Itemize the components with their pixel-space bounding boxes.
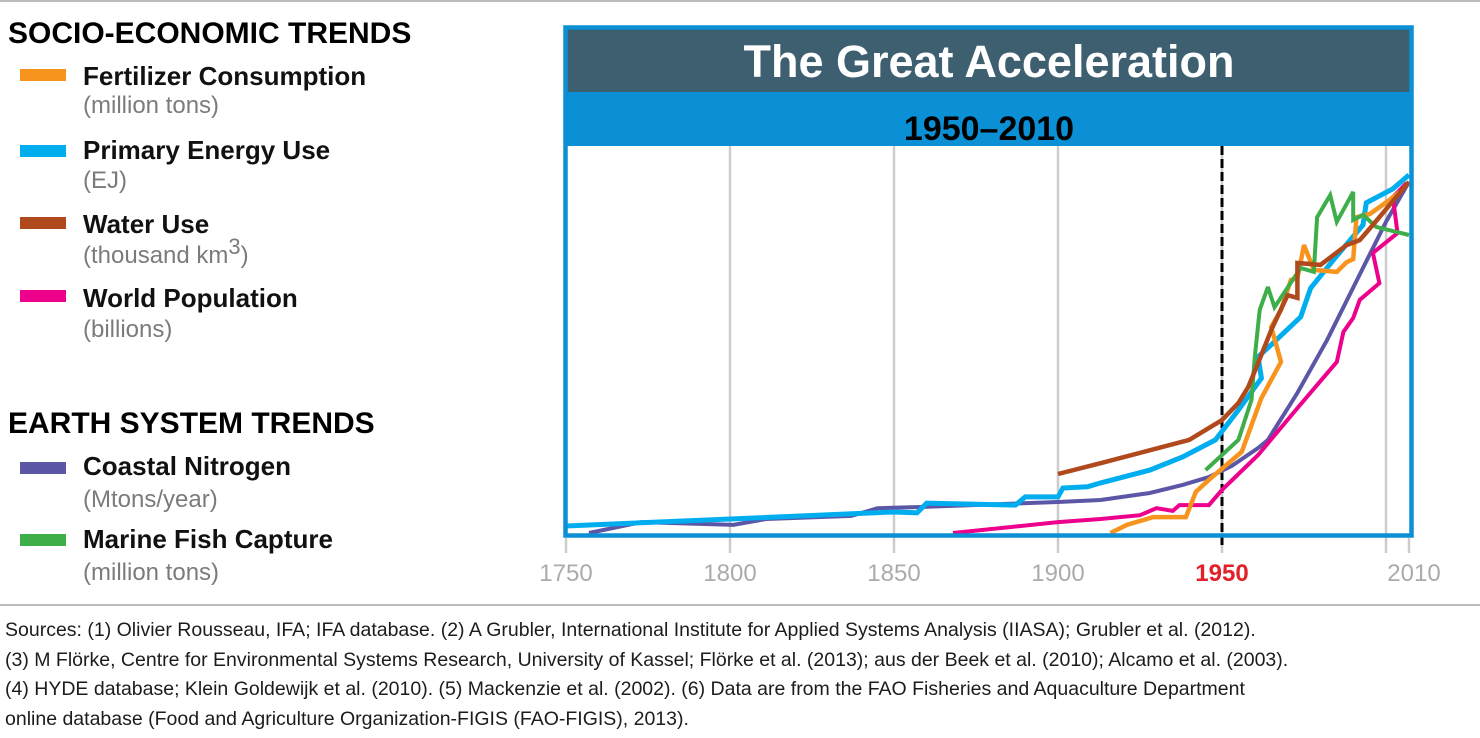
- legend: SOCIO-ECONOMIC TRENDS Fertilizer Consump…: [8, 17, 411, 586]
- legend-swatch-water: [20, 217, 66, 229]
- legend-group-title-socio-economic: SOCIO-ECONOMIC TRENDS: [8, 17, 411, 50]
- legend-unit: (EJ): [83, 167, 127, 194]
- legend-swatch-energy: [20, 145, 66, 157]
- x-tick-label: 1750: [539, 560, 592, 587]
- legend-label: Fertilizer Consumption: [83, 61, 366, 91]
- sources-line: (4) HYDE database; Klein Goldewijk et al…: [5, 678, 1245, 701]
- series-line-marine-fish-capture: [1204, 189, 1410, 472]
- legend-unit: (thousand km3): [83, 234, 249, 269]
- legend-item-fertilizer-consumption: Fertilizer Consumption (million tons): [20, 61, 366, 119]
- x-tick-label: 1800: [703, 560, 756, 587]
- legend-label: Marine Fish Capture: [83, 524, 333, 554]
- legend-unit: (Mtons/year): [83, 486, 218, 513]
- title-band: [566, 28, 1412, 92]
- footer-divider: [0, 604, 1480, 606]
- series-line-coastal-nitrogen: [588, 180, 1411, 535]
- series-line-water-use: [1057, 180, 1411, 477]
- legend-group-title-earth-system: EARTH SYSTEM TRENDS: [8, 407, 375, 440]
- x-tick-label-highlight: 1950: [1195, 560, 1248, 587]
- sources-line: (3) M Flörke, Centre for Environmental S…: [5, 648, 1289, 671]
- legend-label: Primary Energy Use: [83, 135, 330, 165]
- legend-item-water-use: Water Use (thousand km3): [20, 209, 249, 269]
- legend-swatch-population: [20, 290, 66, 302]
- great-acceleration-chart: SOCIO-ECONOMIC TRENDS Fertilizer Consump…: [8, 17, 1441, 587]
- legend-label: Coastal Nitrogen: [83, 451, 291, 481]
- legend-unit-base: (thousand km: [83, 242, 228, 269]
- legend-item-world-population: World Population (billions): [20, 283, 298, 343]
- x-tick-label: 1850: [867, 560, 920, 587]
- sources-line: online database (Food and Agriculture Or…: [5, 708, 689, 731]
- gridlines: [564, 146, 1411, 553]
- x-axis-labels: 1750 1800 1850 1900 1950 2010: [539, 560, 1440, 587]
- legend-unit-close: ): [241, 242, 249, 269]
- chart-frame: [563, 25, 1414, 538]
- legend-unit-superscript: 3: [228, 234, 240, 259]
- series-line-world-population: [952, 181, 1409, 535]
- legend-unit: (million tons): [83, 92, 219, 119]
- legend-swatch-nitrogen: [20, 462, 66, 474]
- chart-subtitle: 1950–2010: [904, 110, 1074, 148]
- subtitle-band: [566, 92, 1412, 146]
- sources-line: Sources: (1) Olivier Rousseau, IFA; IFA …: [5, 619, 1256, 641]
- legend-unit: (billions): [83, 316, 172, 343]
- x-tick-label: 1900: [1031, 560, 1084, 587]
- series-lines: [566, 173, 1411, 536]
- top-divider: [0, 0, 1480, 2]
- legend-label: World Population: [83, 283, 298, 313]
- x-tick-label: 2010: [1387, 560, 1440, 587]
- legend-swatch-fertilizer: [20, 69, 66, 81]
- chart-title: The Great Acceleration: [743, 36, 1234, 87]
- sources-footnote: Sources: (1) Olivier Rousseau, IFA; IFA …: [5, 616, 1480, 735]
- legend-label: Water Use: [83, 209, 209, 239]
- legend-item-primary-energy-use: Primary Energy Use (EJ): [20, 135, 330, 194]
- legend-unit: (million tons): [83, 559, 219, 586]
- legend-item-coastal-nitrogen: Coastal Nitrogen (Mtons/year): [20, 451, 291, 513]
- legend-item-marine-fish-capture: Marine Fish Capture (million tons): [20, 524, 333, 586]
- series-line-primary-energy-use: [566, 173, 1411, 529]
- legend-swatch-fish: [20, 534, 66, 546]
